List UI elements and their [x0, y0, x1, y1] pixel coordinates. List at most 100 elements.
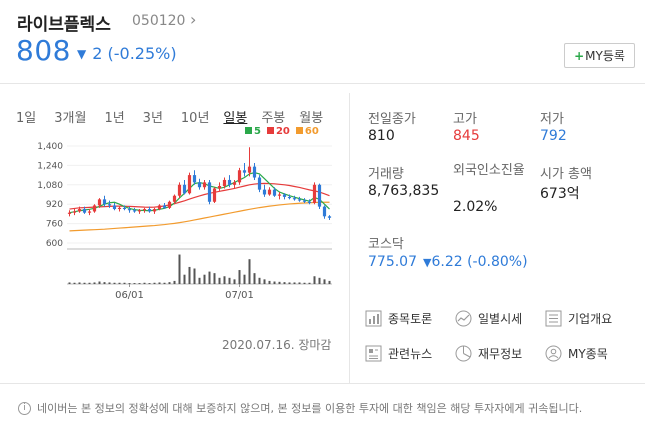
volume-bar: [223, 276, 226, 284]
candle-body: [132, 210, 137, 212]
candle-body: [247, 166, 252, 173]
candle-body: [297, 199, 302, 201]
candle-body: [187, 175, 192, 194]
tab-daily[interactable]: 일봉: [223, 111, 248, 126]
chart-period-tabs: 1일 3개월 1년 3년 10년 일봉 주봉 월봉: [16, 107, 323, 126]
volume-bar: [158, 282, 161, 284]
trend-line-icon: [455, 310, 472, 327]
volume-bar: [218, 277, 221, 284]
volume-bar: [248, 259, 251, 284]
volume-bar: [128, 283, 131, 284]
volume-bar: [298, 282, 301, 284]
volume-bar: [83, 282, 86, 284]
y-tick-label: 600: [46, 239, 63, 249]
candle-body: [227, 179, 232, 185]
volume-bar: [168, 282, 171, 284]
stock-name[interactable]: 라이브플렉스: [17, 15, 111, 35]
tab-1y[interactable]: 1년: [104, 111, 125, 126]
low-value: 792: [540, 128, 567, 144]
tab-1d[interactable]: 1일: [16, 111, 37, 126]
volume-bar: [303, 282, 306, 284]
divider: [0, 83, 645, 84]
volume-bar: [193, 268, 196, 284]
stock-code[interactable]: 050120: [132, 13, 186, 29]
volume-bar: [78, 282, 81, 284]
my-register-label: MY등록: [585, 49, 625, 63]
x-tick-label: 06/01: [115, 290, 144, 301]
candle-body: [77, 209, 82, 212]
candle-body: [72, 211, 77, 213]
legend-ma60: 60: [295, 126, 319, 137]
candle-body: [167, 201, 172, 208]
candle-body: [312, 184, 317, 203]
volume-bar: [328, 280, 331, 284]
y-tick-label: 920: [46, 200, 63, 210]
ma20-line: [69, 182, 330, 210]
volume-bar: [103, 282, 106, 284]
candle-body: [157, 205, 162, 210]
legend-swatch: [266, 127, 274, 134]
index-label: 코스닥: [368, 237, 404, 252]
menu-discussion[interactable]: 종목토론: [365, 310, 432, 327]
candle-body: [232, 182, 237, 185]
candle-body: [277, 194, 282, 196]
tab-3y[interactable]: 3년: [142, 111, 163, 126]
menu-label: MY종목: [568, 347, 608, 361]
my-register-button[interactable]: + MY등록: [564, 43, 635, 68]
user-icon: [545, 345, 562, 362]
candle-body: [67, 212, 72, 214]
menu-label: 관련뉴스: [388, 347, 433, 361]
volume-bar: [113, 282, 116, 284]
candle-body: [242, 170, 247, 173]
divider: [349, 93, 350, 383]
price-change: ▼ 2 (-0.25%): [77, 44, 177, 63]
y-tick-label: 1,400: [37, 142, 63, 152]
menu-financial-info[interactable]: 재무정보: [455, 345, 522, 362]
menu-my-stocks[interactable]: MY종목: [545, 345, 608, 362]
plus-icon: +: [574, 48, 585, 63]
candle-body: [102, 199, 107, 205]
candle-body: [257, 177, 262, 190]
tab-3m[interactable]: 3개월: [54, 111, 87, 126]
candle-body: [97, 199, 102, 206]
tab-weekly[interactable]: 주봉: [261, 111, 286, 126]
market-close-date: 2020.07.16. 장마감: [222, 338, 332, 352]
volume-bar: [278, 281, 281, 284]
down-triangle-icon: ▼: [77, 47, 87, 61]
candle-body: [107, 204, 112, 206]
candle-body: [172, 195, 177, 202]
disclaimer: i 네이버는 본 정보의 정확성에 대해 보증하지 않으며, 본 정보를 이용한 …: [18, 400, 582, 416]
ma60-line: [69, 201, 330, 232]
volume-bar: [318, 277, 321, 284]
candle-body: [267, 189, 272, 195]
candle-body: [147, 209, 152, 212]
candle-body: [302, 200, 307, 202]
candle-body: [87, 211, 92, 213]
volume-bar: [253, 273, 256, 284]
volume-bar: [153, 282, 156, 284]
candle-body: [127, 209, 132, 211]
volume-label: 거래량: [368, 167, 404, 182]
volume-bar: [233, 279, 236, 284]
menu-company-overview[interactable]: 기업개요: [545, 310, 612, 327]
menu-daily-price[interactable]: 일별시세: [455, 310, 522, 327]
candle-body: [182, 184, 187, 194]
volume-bar: [68, 282, 71, 284]
volume-bar: [178, 254, 181, 284]
down-triangle-icon: ▼: [423, 256, 432, 269]
volume-bar: [173, 280, 176, 284]
legend-ma5: 5: [245, 126, 261, 137]
candle-body: [92, 205, 97, 212]
volume-bar: [283, 282, 286, 284]
legend-ma20: 20: [266, 126, 290, 137]
candle-body: [207, 182, 212, 202]
tab-10y[interactable]: 10년: [180, 111, 210, 126]
tab-monthly[interactable]: 월봉: [299, 111, 324, 126]
menu-related-news[interactable]: 관련뉴스: [365, 345, 432, 362]
volume-bar: [118, 282, 121, 284]
price-chart[interactable]: 1,400 1,240 1,080 920 760 600 06/01 07/01: [15, 138, 335, 308]
candle-body: [212, 188, 217, 202]
chevron-right-icon[interactable]: ›: [190, 10, 197, 29]
menu-label: 재무정보: [478, 347, 523, 361]
candle-body: [202, 182, 207, 188]
